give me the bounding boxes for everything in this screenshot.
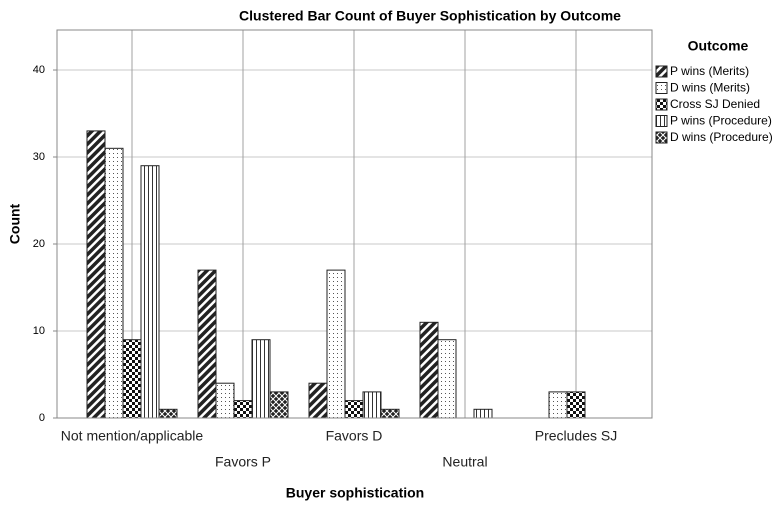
bar — [419, 321, 439, 419]
bar — [308, 382, 328, 419]
legend-label: P wins (Procedure) — [670, 114, 772, 128]
bar — [122, 339, 142, 419]
legend-swatch — [655, 65, 668, 78]
bar — [86, 130, 106, 419]
bar — [215, 382, 235, 419]
y-tick-label: 30 — [33, 151, 45, 163]
bar — [197, 269, 217, 419]
bar — [344, 400, 364, 419]
legend-label: D wins (Procedure) — [670, 130, 773, 144]
legend-title: Outcome — [688, 38, 749, 54]
bar — [362, 391, 382, 419]
plot-frame — [56, 29, 653, 419]
x-tick-label: Favors P — [215, 454, 271, 470]
chart-title: Clustered Bar Count of Buyer Sophisticat… — [239, 8, 621, 24]
legend-label: Cross SJ Denied — [670, 97, 760, 111]
x-tick-label: Precludes SJ — [535, 428, 617, 444]
bar — [251, 339, 271, 419]
bar — [269, 391, 289, 419]
bar — [473, 408, 493, 419]
x-tick-label: Neutral — [442, 454, 487, 470]
legend-swatch — [655, 131, 668, 144]
bar — [380, 408, 400, 419]
bar — [437, 339, 457, 419]
x-axis-title: Buyer sophistication — [286, 485, 424, 501]
legend-swatch — [655, 82, 668, 94]
legend-label: D wins (Merits) — [670, 81, 750, 95]
legend-swatch — [655, 98, 668, 111]
y-tick-label: 20 — [33, 238, 45, 250]
legend-label: P wins (Merits) — [670, 64, 749, 78]
bar — [104, 147, 124, 419]
y-axis-title: Count — [7, 203, 23, 244]
bar — [548, 391, 568, 419]
y-tick-label: 40 — [33, 64, 45, 76]
bar — [158, 408, 178, 419]
y-tick-label: 0 — [39, 412, 45, 424]
bar — [326, 269, 346, 419]
legend-swatch — [655, 115, 668, 127]
x-tick-label: Favors D — [326, 428, 383, 444]
y-tick-label: 10 — [33, 325, 45, 337]
bar — [566, 391, 586, 419]
bars — [86, 130, 586, 419]
x-tick-label: Not mention/applicable — [61, 428, 204, 444]
bar — [233, 400, 253, 419]
bar — [140, 165, 160, 419]
